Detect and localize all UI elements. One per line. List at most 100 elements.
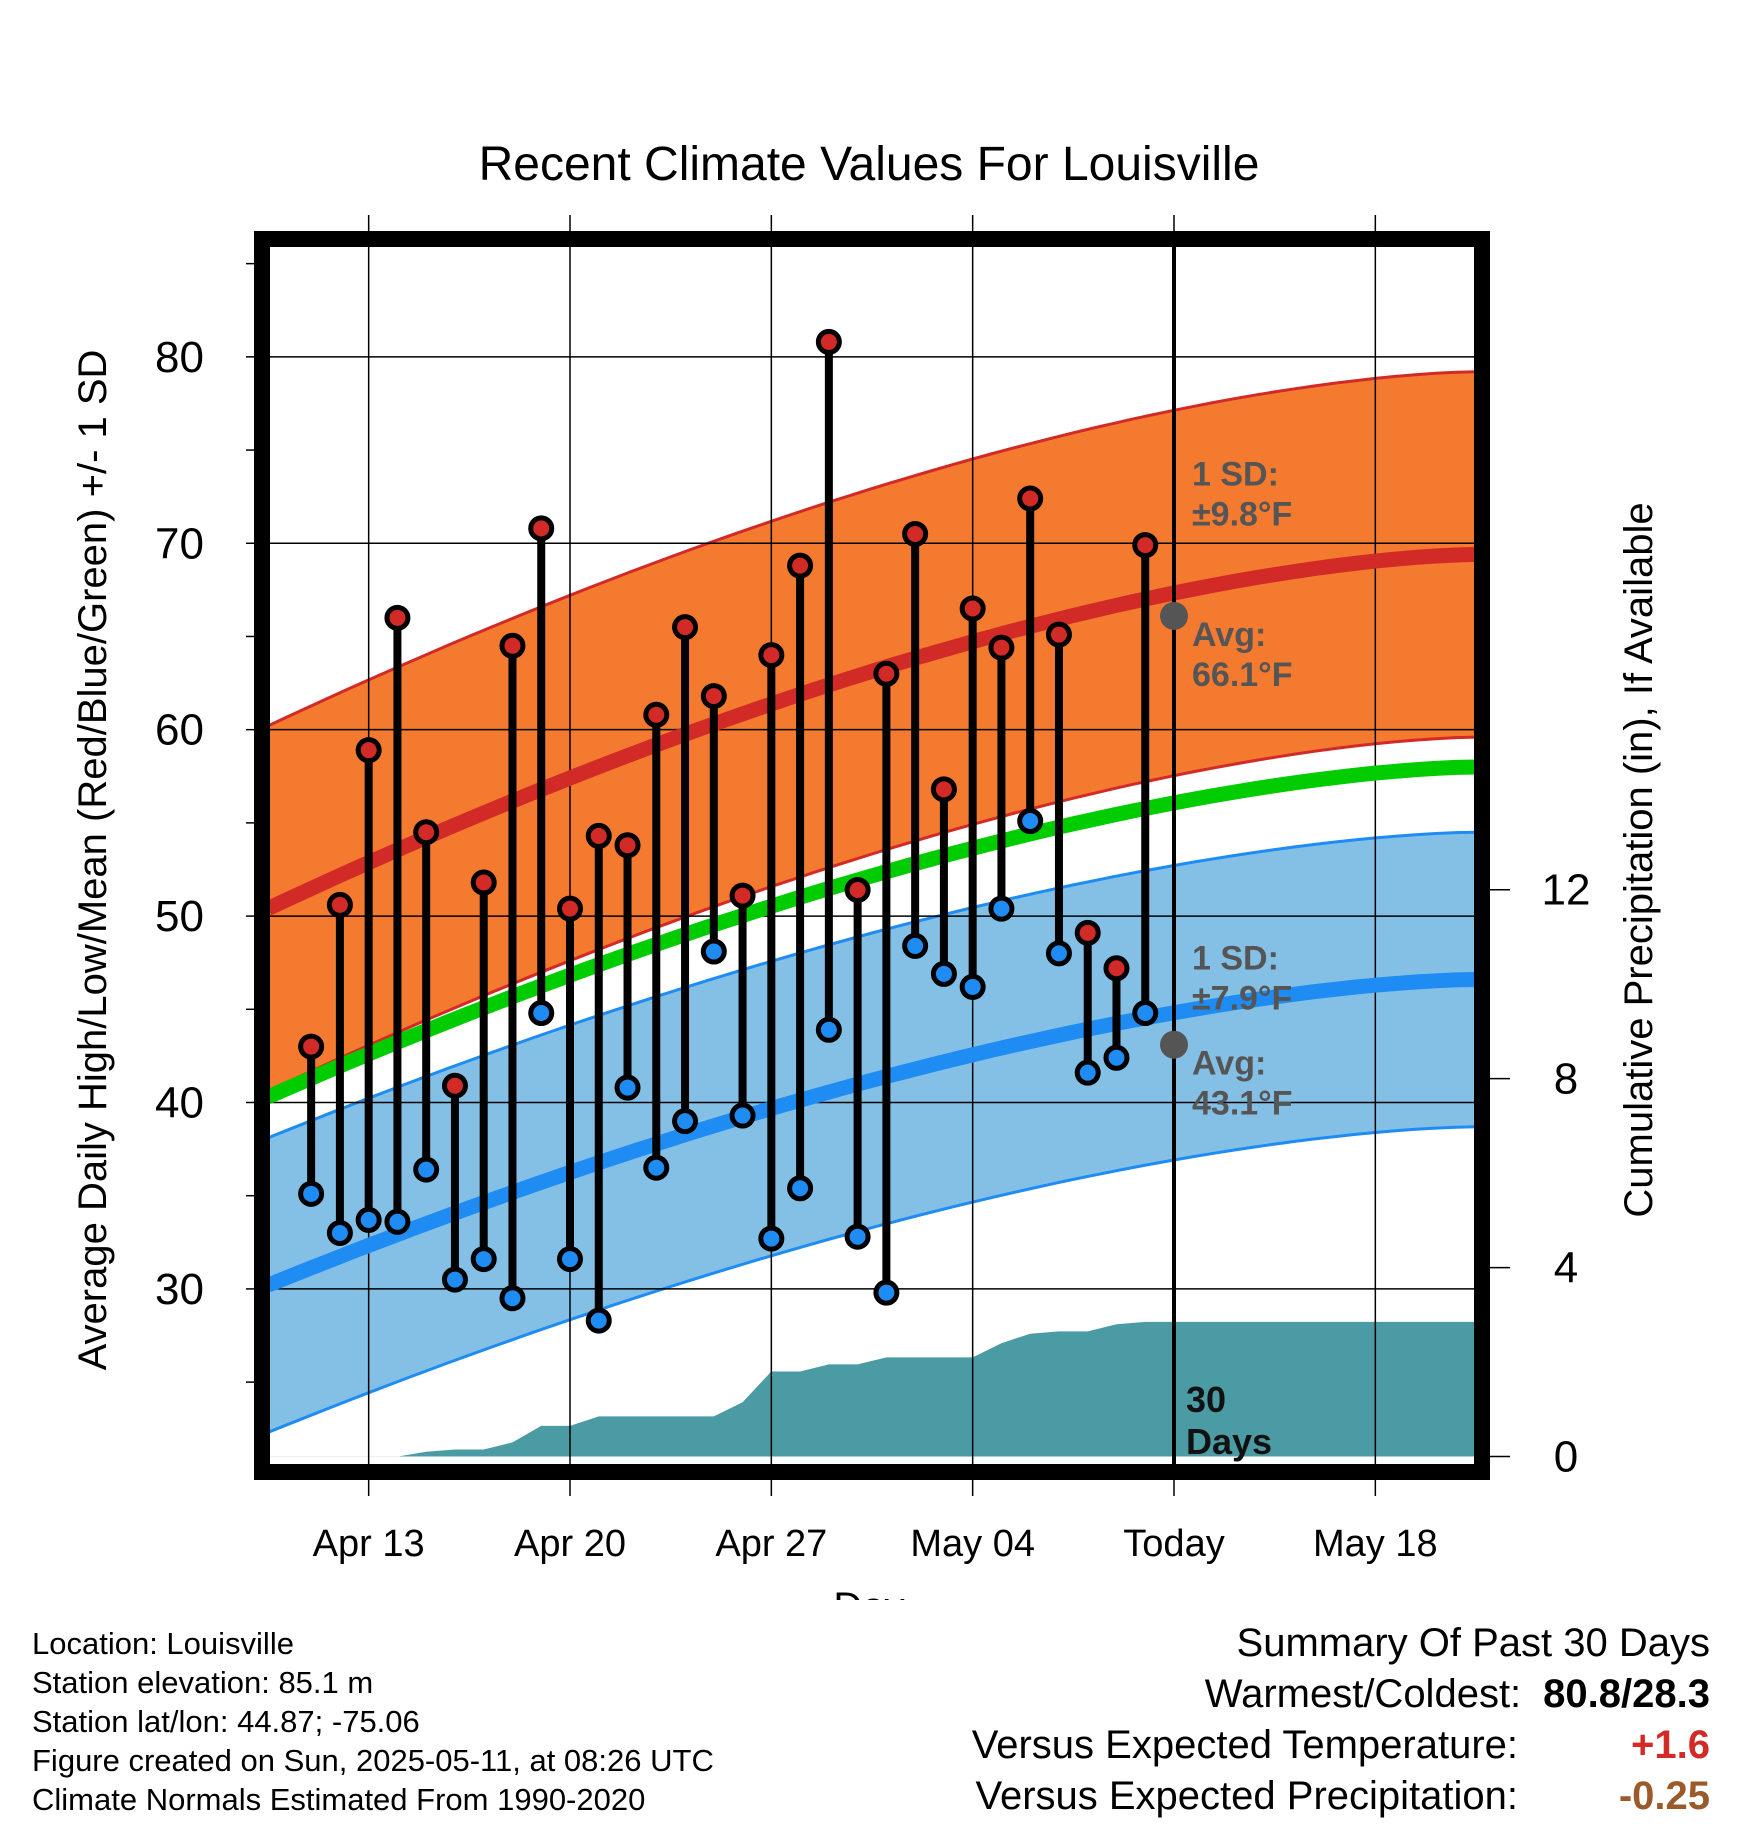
plot-frame	[254, 231, 1490, 1480]
observed-high-point	[1045, 621, 1072, 648]
y-tick-label-left: 60	[155, 706, 204, 755]
observed-low-point	[902, 932, 929, 959]
observed-high-point	[298, 1033, 325, 1060]
y-tick-label-right: 4	[1554, 1244, 1578, 1293]
observed-high-point	[585, 822, 612, 849]
y-tick-label-left: 30	[155, 1265, 204, 1314]
observed-low-point	[643, 1154, 670, 1181]
y-tick-label-left: 70	[155, 519, 204, 568]
x-tick-label: Apr 13	[313, 1523, 425, 1565]
y-axis-label-left: Average Daily High/Low/Mean (Red/Blue/Gr…	[71, 350, 115, 1371]
x-tick-label: Apr 27	[715, 1523, 827, 1565]
climate-chart: Recent Climate Values For Louisville 1 S…	[71, 138, 1661, 1600]
observed-low-point	[959, 973, 986, 1000]
today-high-avg-marker	[1160, 601, 1188, 630]
observed-low-point	[528, 1000, 555, 1027]
observed-high-point	[988, 634, 1015, 661]
observed-high-point	[1017, 485, 1044, 512]
low-avg-label: Avg:	[1192, 1045, 1266, 1083]
observed-low-point	[585, 1307, 612, 1334]
x-tick-label: Apr 20	[514, 1523, 626, 1565]
observed-low-point	[1132, 1000, 1159, 1027]
summary-precipitation: Versus Expected Precipitation: -0.25	[972, 1771, 1710, 1822]
high-sd-value: ±9.8°F	[1192, 495, 1292, 533]
temp-label: Versus Expected Temperature:	[971, 1723, 1518, 1767]
normals-text: Climate Normals Estimated From 1990-2020	[32, 1782, 646, 1817]
chart-title: Recent Climate Values For Louisville	[479, 138, 1260, 191]
low-avg-value: 43.1°F	[1192, 1085, 1293, 1123]
observed-low-point	[1103, 1044, 1130, 1071]
high-avg-value: 66.1°F	[1192, 656, 1293, 694]
observed-high-point	[643, 701, 670, 728]
observed-low-point	[614, 1074, 641, 1101]
y-tick-label-left: 80	[155, 333, 204, 382]
summary-panel: Summary Of Past 30 Days Warmest/Coldest:…	[972, 1618, 1710, 1822]
observed-high-point	[326, 891, 353, 918]
observed-high-point	[672, 614, 699, 641]
observed-low-point	[988, 895, 1015, 922]
observed-low-point	[1045, 940, 1072, 967]
observed-high-point	[441, 1072, 468, 1099]
normal-low-upper-line	[268, 830, 1476, 1140]
days-word-label: Days	[1186, 1421, 1272, 1462]
today-low-avg-marker	[1160, 1030, 1188, 1059]
x-tick-label: May 04	[910, 1523, 1035, 1565]
observed-low-point	[441, 1266, 468, 1293]
normal-low-lower-line	[268, 1125, 1476, 1434]
precip-label: Versus Expected Precipitation:	[975, 1774, 1518, 1818]
observed-low-point	[413, 1156, 440, 1183]
high-sd-label: 1 SD:	[1192, 455, 1279, 493]
low-sd-value: ±7.9°F	[1192, 979, 1292, 1017]
warm-cold-value: 80.8/28.3	[1543, 1672, 1710, 1716]
observed-low-point	[672, 1108, 699, 1135]
observed-low-point	[1074, 1059, 1101, 1086]
observed-low-point	[930, 960, 957, 987]
station-info: Location: Louisville Station elevation: …	[32, 1624, 714, 1819]
observed-high-point	[413, 819, 440, 846]
y-tick-label-right: 0	[1554, 1433, 1578, 1482]
observed-low-point	[326, 1219, 353, 1246]
normal-high-lower-line	[268, 735, 1476, 1093]
observed-high-point	[1132, 532, 1159, 559]
observed-high-point	[1103, 955, 1130, 982]
observed-high-point	[355, 737, 382, 764]
observed-high-point	[844, 876, 871, 903]
observed-low-point	[557, 1246, 583, 1273]
observed-low-point	[470, 1246, 497, 1273]
observed-low-point	[384, 1208, 411, 1235]
observed-low-point	[729, 1102, 756, 1129]
observed-high-point	[787, 552, 814, 579]
observed-high-point	[499, 632, 526, 659]
observed-high-point	[873, 660, 900, 687]
observed-high-point	[902, 520, 929, 547]
observed-low-point	[499, 1285, 526, 1312]
summary-warm-cold: Warmest/Coldest: 80.8/28.3	[972, 1669, 1710, 1720]
observed-low-point	[758, 1225, 785, 1252]
y-tick-label-left: 40	[155, 1078, 204, 1127]
observed-low-point	[787, 1175, 814, 1202]
observed-high-point	[700, 683, 727, 710]
observed-high-point	[930, 776, 957, 803]
y-tick-label-left: 50	[155, 892, 204, 941]
observed-high-point	[815, 328, 842, 355]
summary-heading: Summary Of Past 30 Days	[1236, 1621, 1710, 1665]
days-count-label: 30	[1186, 1379, 1226, 1420]
normal-high-upper-line	[268, 370, 1476, 728]
elevation-text: Station elevation: 85.1 m	[32, 1665, 374, 1700]
normal-mean-line	[268, 759, 1476, 1104]
plot-layers	[268, 245, 1476, 1466]
created-text: Figure created on Sun, 2025-05-11, at 08…	[32, 1743, 714, 1778]
y-axis-label-right: Cumulative Precipitation (in), If Availa…	[1617, 502, 1661, 1217]
observed-high-point	[959, 595, 986, 622]
observed-low-point	[815, 1016, 842, 1043]
high-avg-label: Avg:	[1192, 616, 1266, 654]
latlon-text: Station lat/lon: 44.87; -75.06	[32, 1704, 420, 1739]
observed-high-point	[384, 604, 411, 631]
y-tick-label-right: 8	[1554, 1055, 1578, 1104]
observed-low-point	[873, 1279, 900, 1306]
observed-high-point	[758, 642, 785, 669]
low-sd-label: 1 SD:	[1192, 939, 1279, 977]
normal-low-mean-line	[268, 972, 1476, 1293]
observed-low-point	[700, 938, 727, 965]
